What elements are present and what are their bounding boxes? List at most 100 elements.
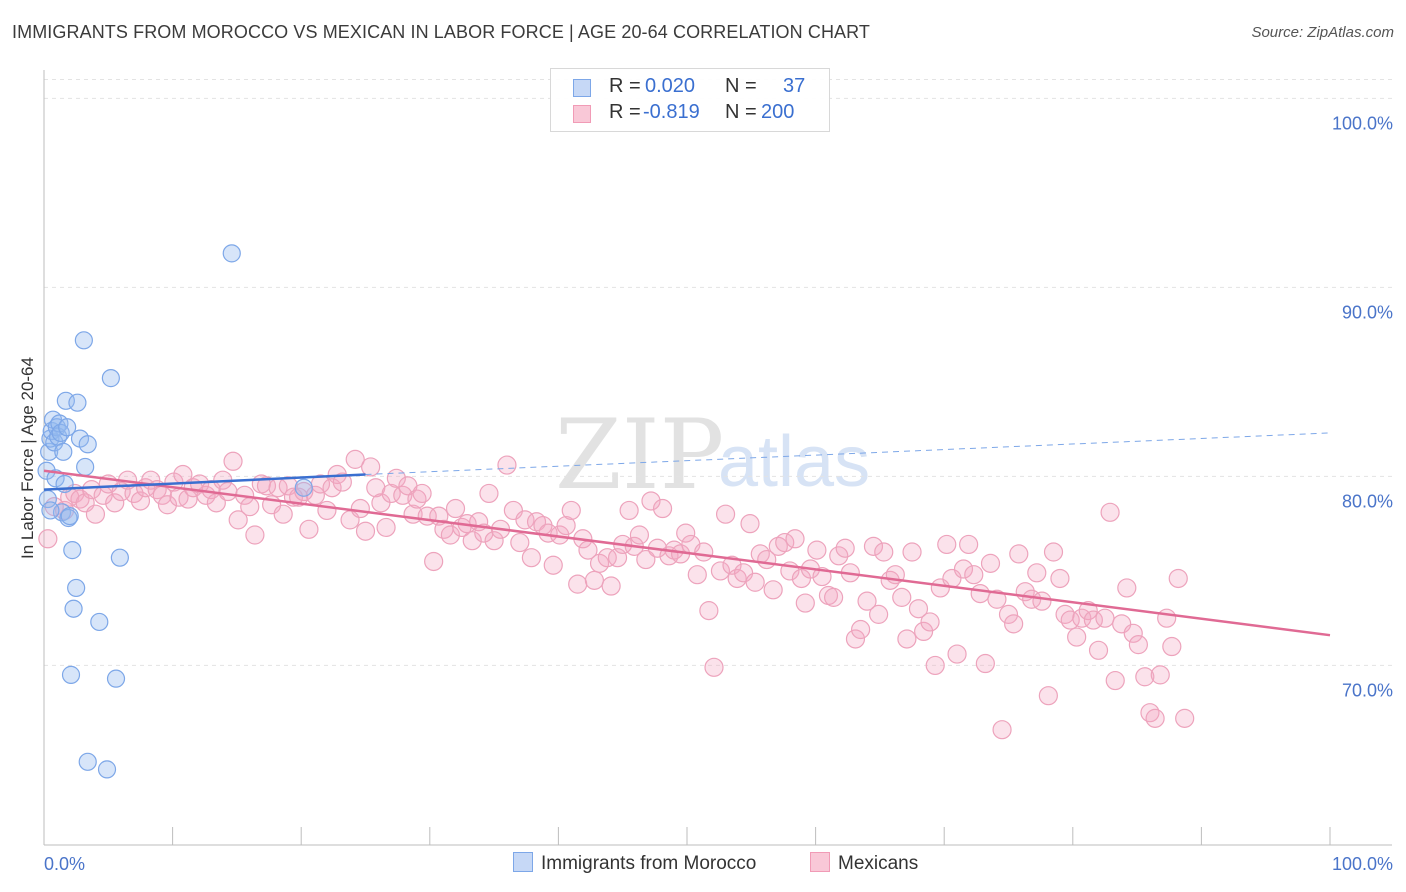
mexicans-point [975, 653, 995, 674]
mexicans-point [1043, 542, 1064, 562]
mexicans-point [543, 555, 563, 575]
morocco-point [41, 501, 60, 520]
morocco-point [67, 578, 86, 598]
legend-n-value-morocco: 37 [783, 75, 806, 97]
mexicans-point [745, 572, 765, 592]
morocco-point [106, 669, 126, 688]
mexicans-point [920, 612, 940, 632]
mexicans-point [925, 655, 945, 676]
mexicans-point [521, 548, 541, 568]
mexicans-point [869, 604, 889, 624]
mexicans-point [1145, 708, 1165, 728]
mexicans-point [376, 517, 396, 538]
mexicans-point [897, 629, 917, 649]
legend-n-label: N = [725, 75, 757, 97]
mexicans-point [710, 561, 731, 581]
mexicans-point [1150, 665, 1170, 685]
legend-swatch-morocco [573, 79, 591, 97]
legend-n-label: N = [725, 101, 757, 123]
mexicans-point [1100, 502, 1120, 522]
bottom-legend-morocco: Immigrants from Morocco [513, 852, 756, 875]
mexicans-point [317, 500, 337, 521]
morocco-point [60, 506, 79, 526]
mexicans-point [1168, 568, 1188, 589]
legend-r-label: R = [609, 101, 641, 123]
mexicans-point [1123, 623, 1143, 643]
morocco-points [37, 244, 313, 779]
morocco-point [46, 469, 65, 488]
morocco-point [63, 541, 82, 560]
y-tick-label: 100.0% [1332, 113, 1393, 133]
mexicans-point [240, 497, 260, 517]
morocco-point [54, 442, 73, 461]
mexicans-point [1117, 578, 1137, 598]
mexicans-point [332, 472, 352, 492]
mexicans-point [273, 504, 293, 524]
mexicans-point [947, 644, 967, 664]
mexicans-trend-line [43, 469, 1331, 637]
mexicans-point [568, 574, 588, 594]
legend-swatch-mexicans [573, 105, 591, 123]
morocco-point [97, 760, 117, 779]
mexicans-point [763, 580, 783, 600]
mexicans-point [218, 481, 238, 502]
morocco-trend-line-extrapolated [365, 432, 1331, 476]
bottom-legend-swatch-mexicans [810, 852, 830, 872]
mexicans-point [424, 551, 444, 572]
mexicans-point [1095, 608, 1115, 628]
chart-title: IMMIGRANTS FROM MOROCCO VS MEXICAN IN LA… [12, 22, 871, 42]
mexicans-point [393, 485, 413, 505]
mexicans-point [105, 493, 125, 513]
mexicans-point [412, 483, 432, 504]
tick-labels: 70.0% 80.0% 90.0% 100.0% 0.0% 100.0% [44, 113, 1393, 874]
mexicans-point [361, 457, 381, 477]
mexicans-point [1105, 670, 1125, 691]
mexicans-point [892, 587, 912, 607]
mexicans-point [740, 514, 760, 534]
morocco-trend-line [43, 473, 366, 491]
mexicans-point [980, 553, 1001, 573]
morocco-point [74, 331, 93, 350]
mexicans-point [857, 591, 877, 611]
mexicans-point [863, 536, 884, 556]
mexicans-point [38, 529, 58, 549]
mexicans-point [824, 587, 844, 607]
mexicans-point [1157, 608, 1177, 628]
morocco-point [76, 457, 95, 477]
mexicans-point [1135, 667, 1155, 687]
bottom-legend-mexicans: Mexicans [810, 852, 918, 875]
morocco-point [101, 369, 120, 388]
mexicans-point [510, 532, 530, 553]
legend-r-value-mexicans: -0.819 [643, 101, 700, 123]
mexicans-point [299, 519, 319, 539]
mexicans-point [1004, 614, 1024, 634]
morocco-point [110, 548, 129, 567]
mexicans-point [998, 604, 1019, 624]
mexicans-point [641, 491, 661, 511]
mexicans-point [1175, 708, 1195, 728]
mexicans-point [497, 455, 517, 475]
y-tick-label: 90.0% [1342, 302, 1393, 322]
mexicans-point [355, 521, 376, 541]
mexicans-point [1067, 627, 1087, 647]
mexicans-point [829, 546, 849, 566]
mexicans-point [687, 565, 707, 585]
mexicans-point [636, 549, 656, 570]
mexicans-point [1128, 635, 1148, 655]
morocco-point [294, 478, 313, 497]
morocco-point [222, 244, 241, 263]
x-tick-label-max: 100.0% [1332, 854, 1393, 874]
mexicans-point [953, 559, 974, 579]
mexicans-point [294, 481, 314, 502]
mexicans-point [676, 523, 696, 543]
mexicans-point [157, 495, 178, 515]
legend-n-value-mexicans: 200 [761, 101, 795, 123]
mexicans-point [937, 534, 957, 555]
mexicans-point [561, 500, 581, 521]
legend-r-value-morocco: 0.020 [645, 75, 696, 97]
mexicans-point [228, 510, 248, 530]
mexicans-point [619, 500, 639, 521]
mexicans-point [775, 532, 795, 553]
watermark-zip: ZIP [555, 399, 724, 511]
